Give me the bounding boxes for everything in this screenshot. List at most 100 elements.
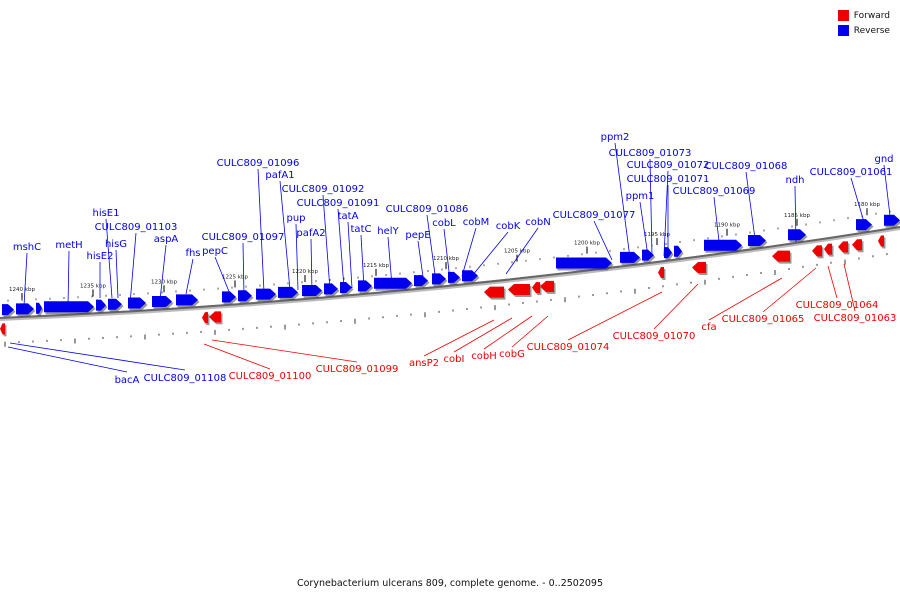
reverse-gene-label: cobN [525, 217, 550, 228]
forward-gene-arrow [838, 241, 848, 253]
forward-gene-leader [708, 277, 783, 321]
scale-tick-label: 1230 kbp [151, 279, 177, 285]
reverse-gene-label: cobK [496, 221, 521, 232]
reverse-gene-label: CULC809_01071 [627, 174, 710, 185]
forward-gene-leader [827, 265, 838, 299]
forward-gene-arrow [484, 286, 504, 298]
reverse-gene-arrow [96, 299, 106, 311]
reverse-gene-leader [9, 342, 186, 371]
reverse-gene-leader [614, 142, 631, 259]
reverse-gene-label: tatA [338, 211, 359, 222]
forward-gene-label: CULC809_01100 [229, 371, 312, 382]
reverse-gene-label: CULC809_01096 [217, 158, 300, 169]
forward-gene-arrow [209, 311, 221, 323]
reverse-gene-leader [214, 256, 231, 295]
legend-forward: Forward [837, 8, 890, 23]
reverse-gene-leader [67, 250, 70, 307]
scale-tick-label: 1235 kbp [80, 284, 106, 290]
reverse-gene-arrow [44, 301, 94, 313]
reverse-gene-label: pepC [202, 246, 228, 257]
reverse-gene-label: pepE [405, 230, 430, 241]
reverse-gene-label: CULC809_01073 [609, 148, 692, 159]
reverse-gene-leader [663, 170, 669, 257]
reverse-gene-label: CULC809_01061 [810, 167, 893, 178]
reverse-gene-leader [257, 168, 265, 293]
reverse-gene-leader [649, 158, 653, 257]
reverse-gene-label: CULC809_01069 [673, 186, 756, 197]
reverse-gene-leader [279, 180, 291, 291]
forward-gene-arrow [852, 239, 862, 251]
reverse-gene-arrow [278, 286, 298, 298]
reverse-gene-leader [745, 171, 757, 247]
reverse-gene-label: pafA2 [296, 228, 325, 239]
reverse-gene-arrow [324, 283, 338, 295]
forward-gene-arrow [0, 323, 5, 335]
forward-gene-arrow [878, 235, 884, 247]
reverse-gene-arrow [674, 245, 682, 257]
scale-tick-label: 1200 kbp [574, 241, 600, 247]
reverse-gene-leader [593, 220, 613, 261]
reverse-gene-leader [185, 258, 194, 295]
scale-tick-label: 1240 kbp [9, 287, 35, 293]
reverse-gene-label: hisE1 [92, 208, 119, 219]
forward-gene-arrow [812, 245, 822, 257]
reverse-gene-leader [850, 177, 865, 223]
reverse-gene-leader [443, 228, 451, 281]
scale-tick-label: 1225 kbp [222, 274, 248, 280]
reverse-gene-label: CULC809_01068 [705, 161, 788, 172]
reverse-gene-label: CULC809_01091 [297, 198, 380, 209]
scale-tick-label: 1190 kbp [714, 223, 740, 229]
scale-tick-label: 1195 kbp [644, 232, 670, 238]
forward-gene-leader [211, 339, 358, 363]
forward-gene-label: cobH [471, 351, 496, 362]
forward-gene-label: CULC809_01064 [796, 300, 879, 311]
forward-gene-arrow [532, 282, 540, 294]
forward-gene-label: cobI [444, 354, 465, 365]
reverse-gene-arrow [152, 295, 172, 307]
reverse-gene-leader [322, 194, 331, 291]
reverse-gene-label: cobM [463, 217, 490, 228]
reverse-gene-arrow [340, 282, 352, 294]
forward-gene-leader [483, 315, 533, 350]
forward-gene-label: CULC809_01065 [722, 314, 805, 325]
reverse-gene-label: tatC [351, 224, 372, 235]
reverse-gene-label: CULC809_01103 [95, 222, 178, 233]
reverse-gene-arrow [448, 271, 460, 283]
reverse-gene-arrow [788, 229, 806, 241]
forward-gene-arrow [692, 262, 706, 274]
genome-backbone [0, 226, 900, 319]
reverse-gene-leader [417, 240, 425, 285]
reverse-gene-leader [159, 244, 167, 301]
forward-gene-label: CULC809_01070 [613, 331, 696, 342]
reverse-gene-leader [713, 196, 721, 251]
scale-tick-label: 1210 kbp [433, 256, 459, 262]
reverse-gene-leader [461, 227, 477, 277]
scale-tick-label: 1205 kbp [504, 249, 530, 255]
reverse-gene-leader [242, 242, 245, 297]
reverse-gene-leader [426, 214, 437, 283]
forward-gene-label: cobG [499, 349, 525, 360]
forward-gene-label: cfa [701, 322, 716, 333]
reverse-gene-leader [639, 201, 649, 257]
reverse-gene-label: pup [286, 213, 305, 224]
reverse-gene-label: cobL [432, 218, 456, 229]
forward-gene-arrow [824, 243, 832, 255]
reverse-gene-arrow [238, 290, 252, 302]
reverse-gene-label: CULC809_01086 [386, 204, 469, 215]
forward-gene-arrow [202, 312, 208, 324]
reverse-gene-leader [105, 218, 113, 299]
reverse-gene-arrow [358, 280, 372, 292]
forward-gene-label: CULC809_01063 [814, 313, 897, 324]
reverse-gene-leader [23, 252, 28, 307]
reverse-gene-leader [295, 223, 299, 291]
reverse-gene-label: metH [55, 240, 82, 251]
reverse-gene-label: CULC809_01077 [553, 210, 636, 221]
reverse-gene-arrow [414, 275, 428, 287]
reverse-gene-label: hisE2 [86, 251, 113, 262]
reverse-gene-label: gnd [874, 154, 893, 165]
scale-tick-label: 1185 kbp [784, 213, 810, 219]
reverse-gene-leader [337, 208, 345, 289]
reverse-gene-label: aspA [154, 234, 179, 245]
reverse-gene-leader [505, 227, 539, 275]
